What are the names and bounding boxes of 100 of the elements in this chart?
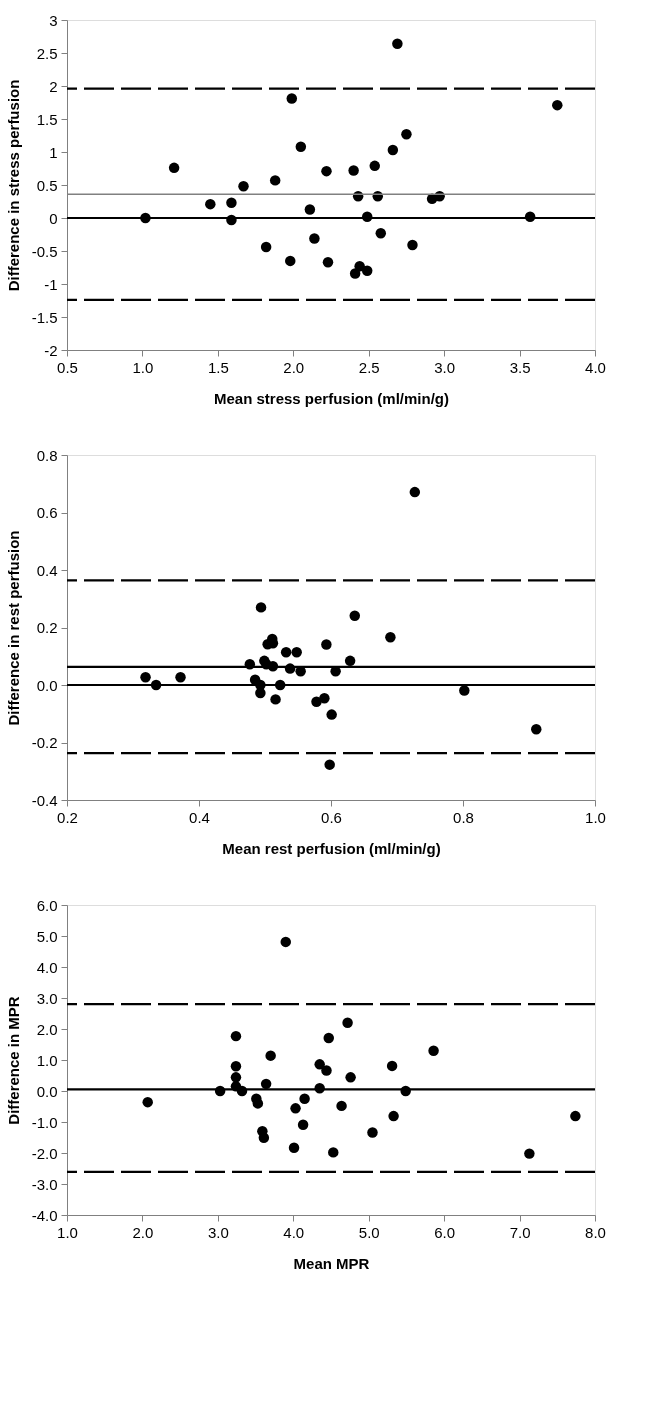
- point: [252, 1098, 264, 1109]
- y-tick-label: -2: [44, 341, 58, 359]
- point: [361, 265, 373, 277]
- y-tick-label: 3.0: [36, 989, 58, 1007]
- y-tick-label: 0: [49, 209, 58, 227]
- point: [349, 610, 360, 621]
- point: [354, 260, 365, 272]
- x-tick-label: 2.0: [283, 358, 305, 376]
- point: [392, 38, 403, 49]
- y-tick-label: 0.8: [36, 446, 58, 464]
- point: [459, 685, 470, 696]
- point: [260, 241, 272, 253]
- point: [168, 162, 180, 174]
- x-tick-label: 1.0: [132, 358, 154, 376]
- x-tick-label: 1.0: [585, 808, 606, 826]
- y-tick-label: -0.5: [31, 242, 58, 260]
- point: [314, 1059, 325, 1070]
- x-tick-label: 8.0: [585, 1223, 606, 1241]
- point: [304, 204, 316, 215]
- y-axis-title: Difference in MPR: [4, 996, 22, 1125]
- y-tick-label: 1: [49, 143, 58, 161]
- y-tick-label: 0.0: [36, 676, 58, 694]
- point: [375, 227, 387, 239]
- point: [385, 632, 396, 643]
- x-tick-label: 1.5: [207, 358, 229, 376]
- point: [319, 692, 330, 704]
- point: [270, 694, 281, 705]
- point: [531, 724, 542, 735]
- point: [369, 160, 380, 172]
- y-tick-label: -4.0: [31, 1206, 58, 1224]
- point: [326, 709, 337, 720]
- point: [342, 1017, 353, 1029]
- point: [226, 197, 237, 209]
- point: [324, 759, 335, 770]
- point: [295, 141, 307, 152]
- point: [291, 646, 302, 658]
- y-tick-label: 2.0: [36, 1020, 58, 1038]
- point: [322, 256, 334, 268]
- point: [386, 1060, 398, 1072]
- point: [345, 1072, 356, 1083]
- point: [336, 1100, 347, 1112]
- x-tick-label: 4.0: [585, 358, 606, 376]
- y-tick-label: 3: [49, 11, 58, 29]
- point: [230, 1060, 242, 1072]
- point: [286, 93, 298, 104]
- x-tick-label: 0.8: [453, 808, 474, 826]
- x-tick-label: 3.0: [207, 1223, 229, 1241]
- point: [255, 602, 267, 613]
- x-tick-label: 2.0: [132, 1223, 154, 1241]
- point: [428, 1045, 439, 1056]
- point: [238, 181, 249, 192]
- x-axis-title: Mean rest perfusion (ml/min/g): [222, 839, 441, 857]
- x-tick-label: 5.0: [358, 1223, 380, 1241]
- y-tick-label: 2: [49, 77, 58, 95]
- point: [344, 655, 356, 667]
- point: [288, 1142, 300, 1153]
- point: [524, 1148, 535, 1159]
- point: [175, 672, 186, 683]
- point: [328, 1147, 339, 1158]
- point: [265, 1050, 276, 1061]
- point: [142, 1096, 153, 1108]
- y-tick-label: -1: [44, 275, 58, 293]
- x-tick-label: 4.0: [283, 1223, 305, 1241]
- point: [367, 1127, 378, 1138]
- point: [269, 175, 281, 186]
- y-tick-label: -1.5: [31, 308, 58, 326]
- point: [323, 1032, 334, 1044]
- y-tick-label: 1.5: [36, 110, 58, 128]
- x-tick-label: 0.6: [321, 808, 342, 826]
- y-tick-label: 2.5: [36, 44, 58, 62]
- point: [260, 1078, 272, 1090]
- point: [348, 165, 359, 176]
- x-axis-title: Mean stress perfusion (ml/min/g): [213, 389, 450, 407]
- point: [321, 1065, 332, 1076]
- y-tick-label: -3.0: [31, 1175, 58, 1193]
- y-tick-label: 6.0: [36, 896, 58, 914]
- y-tick-label: 0.0: [36, 1082, 58, 1100]
- y-tick-label: -2.0: [31, 1144, 58, 1162]
- point: [280, 936, 291, 948]
- point: [321, 639, 332, 650]
- point: [258, 1132, 270, 1144]
- point: [140, 672, 151, 683]
- point: [349, 268, 361, 279]
- point: [570, 1110, 581, 1122]
- y-tick-label: 0.5: [36, 176, 58, 194]
- point: [285, 255, 296, 267]
- y-tick-label: -1.0: [31, 1113, 58, 1131]
- y-tick-label: 0.6: [36, 504, 58, 521]
- x-tick-label: 2.5: [358, 358, 380, 376]
- x-tick-label: 0.4: [189, 808, 210, 826]
- point: [321, 165, 332, 177]
- point: [388, 1110, 399, 1122]
- y-tick-label: 0.4: [36, 561, 58, 579]
- point: [401, 128, 412, 140]
- point: [309, 233, 320, 244]
- point: [297, 1119, 309, 1131]
- x-tick-label: 7.0: [509, 1223, 531, 1241]
- point: [407, 239, 418, 251]
- y-axis-title: Difference in stress perfusion: [4, 79, 22, 292]
- y-axis-title: Difference in rest perfusion: [4, 530, 22, 726]
